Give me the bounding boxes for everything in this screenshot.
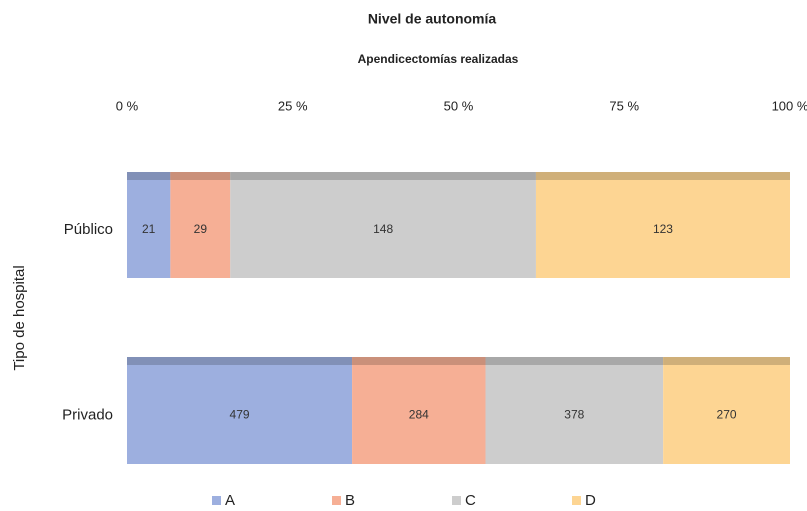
- bar-segment: [170, 172, 231, 278]
- bar-top: [352, 357, 486, 365]
- legend-swatch: [572, 496, 581, 505]
- bar-top: [170, 172, 231, 180]
- value-label: 378: [564, 408, 584, 422]
- bar-top: [535, 172, 790, 180]
- x-tick-label: 75 %: [609, 98, 639, 113]
- bar-segment: [230, 172, 536, 278]
- bar-top: [230, 172, 536, 180]
- value-label: 284: [409, 408, 429, 422]
- bar-segment: [663, 357, 790, 464]
- bar-top: [663, 357, 790, 365]
- legend-label: B: [345, 492, 355, 509]
- legend-label: A: [225, 492, 235, 509]
- value-label: 29: [194, 222, 208, 236]
- chart-subtitle: Apendicectomías realizadas: [358, 52, 519, 66]
- x-tick-label: 50 %: [444, 98, 474, 113]
- y-axis-label: Tipo de hospital: [11, 265, 28, 370]
- bar-segment: [127, 172, 171, 278]
- bar-segment: [127, 357, 353, 464]
- value-label: 148: [373, 222, 393, 236]
- legend-label: D: [585, 492, 596, 509]
- bar-segment: [535, 172, 790, 278]
- x-tick-label: 25 %: [278, 98, 308, 113]
- value-label: 479: [230, 408, 250, 422]
- chart-title: Nivel de autonomía: [368, 11, 497, 27]
- x-tick-label: 0 %: [116, 98, 139, 113]
- value-label: 21: [142, 222, 156, 236]
- y-tick-label: Privado: [62, 406, 113, 423]
- bar-top: [485, 357, 664, 365]
- legend-swatch: [212, 496, 221, 505]
- bar-top: [127, 357, 353, 365]
- bar-segment: [485, 357, 664, 464]
- y-tick-label: Público: [64, 221, 113, 238]
- legend-swatch: [332, 496, 341, 505]
- value-label: 270: [717, 408, 737, 422]
- bar-top: [127, 172, 171, 180]
- legend-label: C: [465, 492, 476, 509]
- bar-segment: [352, 357, 486, 464]
- x-tick-label: 100 %: [772, 98, 807, 113]
- legend-swatch: [452, 496, 461, 505]
- value-label: 123: [653, 222, 673, 236]
